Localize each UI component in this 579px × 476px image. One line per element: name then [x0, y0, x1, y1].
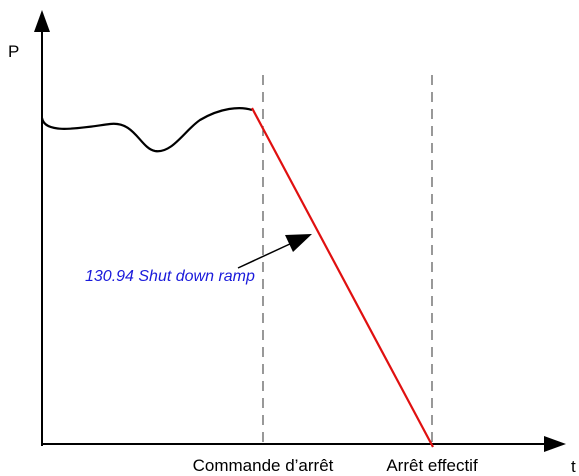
x-axis-arrow [544, 436, 566, 452]
power-curve [40, 107, 253, 153]
y-axis-label: P [8, 42, 19, 61]
annotation-arrow [237, 242, 293, 269]
shutdown-ramp [251, 107, 434, 448]
y-axis-arrow [34, 10, 50, 32]
annotation-arrowhead [285, 234, 312, 252]
effective-stop-label: Arrêt effectif [386, 456, 478, 475]
x-axis-label: t [571, 457, 576, 476]
ramp-annotation: 130.94 Shut down ramp [85, 268, 255, 285]
stop-command-label: Commande d’arrêt [193, 456, 334, 475]
